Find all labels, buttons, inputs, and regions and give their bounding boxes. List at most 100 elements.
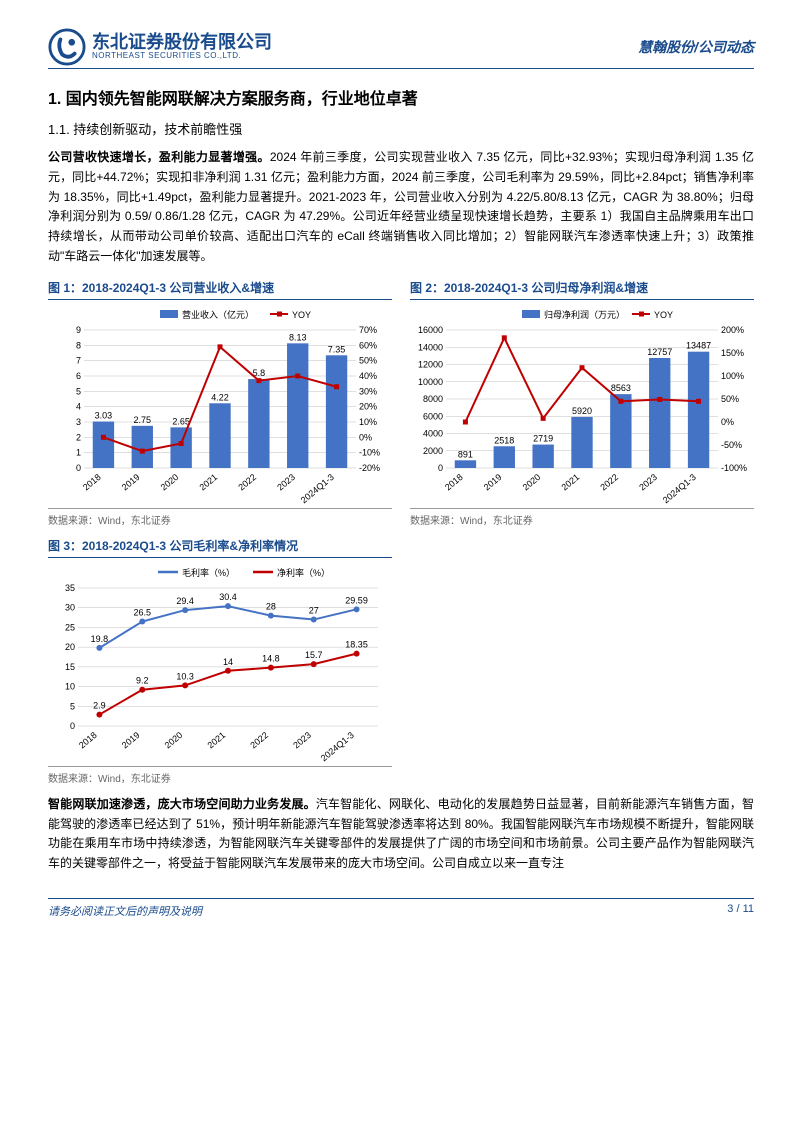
svg-text:2023: 2023: [291, 730, 313, 751]
svg-text:100%: 100%: [721, 371, 744, 381]
svg-text:10000: 10000: [418, 377, 443, 387]
svg-text:-20%: -20%: [359, 463, 380, 473]
svg-text:28: 28: [266, 601, 276, 611]
svg-text:-10%: -10%: [359, 447, 380, 457]
footer-page: 3 / 11: [727, 903, 754, 919]
svg-text:15: 15: [65, 662, 75, 672]
chart1-title: 图 1：2018-2024Q1-3 公司营业收入&增速: [48, 279, 392, 300]
logo-block: 东北证券股份有限公司 NORTHEAST SECURITIES CO.,LTD.: [48, 28, 272, 66]
svg-text:35: 35: [65, 583, 75, 593]
svg-text:29.4: 29.4: [176, 596, 194, 606]
svg-text:7: 7: [76, 355, 81, 365]
svg-text:2: 2: [76, 432, 81, 442]
para2-lead: 智能网联加速渗透，庞大市场空间助力业务发展。: [48, 797, 316, 811]
svg-text:归母净利润（万元）: 归母净利润（万元）: [544, 309, 625, 320]
svg-text:8: 8: [76, 340, 81, 350]
svg-text:4.22: 4.22: [211, 392, 229, 402]
svg-text:14.8: 14.8: [262, 653, 280, 663]
svg-text:2022: 2022: [598, 472, 620, 493]
chart1-source: 数据来源：Wind，东北证券: [48, 508, 392, 527]
chart3-title: 图 3：2018-2024Q1-3 公司毛利率&净利率情况: [48, 537, 392, 558]
svg-text:2018: 2018: [443, 472, 465, 493]
svg-text:10.3: 10.3: [176, 671, 194, 681]
svg-text:150%: 150%: [721, 348, 744, 358]
svg-text:30: 30: [65, 602, 75, 612]
svg-text:6: 6: [76, 371, 81, 381]
svg-text:13487: 13487: [686, 340, 711, 350]
svg-text:2022: 2022: [236, 472, 258, 493]
footer-disclaimer: 请务必阅读正文后的声明及说明: [48, 903, 202, 919]
svg-text:2019: 2019: [482, 472, 504, 493]
svg-text:YOY: YOY: [292, 310, 311, 320]
svg-text:50%: 50%: [721, 394, 739, 404]
chart3-block: 图 3：2018-2024Q1-3 公司毛利率&净利率情况 0 5 10 15 20 25…: [48, 537, 392, 785]
svg-text:2719: 2719: [533, 433, 553, 443]
svg-text:7.35: 7.35: [328, 344, 346, 354]
svg-text:0: 0: [438, 463, 443, 473]
svg-text:5: 5: [76, 386, 81, 396]
svg-text:2.65: 2.65: [172, 416, 190, 426]
svg-text:30%: 30%: [359, 386, 377, 396]
svg-text:14000: 14000: [418, 342, 443, 352]
svg-text:10%: 10%: [359, 417, 377, 427]
svg-text:12757: 12757: [647, 347, 672, 357]
page-container: 东北证券股份有限公司 NORTHEAST SECURITIES CO.,LTD.…: [0, 0, 802, 937]
svg-text:4000: 4000: [423, 428, 443, 438]
company-name-cn: 东北证券股份有限公司: [92, 33, 272, 51]
svg-text:60%: 60%: [359, 340, 377, 350]
svg-text:2020: 2020: [163, 730, 185, 751]
svg-text:2018: 2018: [77, 730, 99, 751]
svg-text:2.75: 2.75: [134, 415, 152, 425]
svg-text:YOY: YOY: [654, 310, 673, 320]
charts-row-2: 图 3：2018-2024Q1-3 公司毛利率&净利率情况 0 5 10 15 20 25…: [48, 537, 754, 785]
svg-text:0%: 0%: [721, 417, 734, 427]
chart1-svg: 0123456789-20%-10%0%10%20%30%40%50%60%70…: [48, 306, 392, 506]
svg-text:0: 0: [70, 721, 75, 731]
chart3-source: 数据来源：Wind，东北证券: [48, 766, 392, 785]
svg-text:9.2: 9.2: [136, 676, 149, 686]
svg-text:10: 10: [65, 681, 75, 691]
svg-text:5: 5: [70, 701, 75, 711]
svg-text:营业收入（亿元）: 营业收入（亿元）: [182, 309, 254, 320]
svg-text:2000: 2000: [423, 446, 443, 456]
svg-text:3: 3: [76, 417, 81, 427]
company-logo-icon: [48, 28, 86, 66]
svg-text:0%: 0%: [359, 432, 372, 442]
chart3-svg: 0510152025303519.826.529.430.4282729.592…: [48, 564, 392, 764]
svg-text:2021: 2021: [198, 472, 220, 493]
svg-text:2019: 2019: [120, 472, 142, 493]
svg-text:20%: 20%: [359, 401, 377, 411]
svg-text:2020: 2020: [521, 472, 543, 493]
chart1-block: 图 1：2018-2024Q1-3 公司营业收入&增速 0123456789-2…: [48, 279, 392, 527]
svg-text:6000: 6000: [423, 411, 443, 421]
svg-text:30.4: 30.4: [219, 592, 237, 602]
chart2-block: 图 2：2018-2024Q1-3 公司归母净利润&增速 02000400060…: [410, 279, 754, 527]
svg-text:12000: 12000: [418, 359, 443, 369]
header-divider: [48, 68, 754, 69]
chart2-svg: 0200040006000800010000120001400016000-10…: [410, 306, 754, 506]
svg-text:9: 9: [76, 325, 81, 335]
svg-text:2518: 2518: [494, 435, 514, 445]
svg-text:20: 20: [65, 642, 75, 652]
svg-text:5920: 5920: [572, 406, 592, 416]
svg-text:16000: 16000: [418, 325, 443, 335]
header: 东北证券股份有限公司 NORTHEAST SECURITIES CO.,LTD.…: [48, 28, 754, 66]
svg-text:4: 4: [76, 401, 81, 411]
svg-text:200%: 200%: [721, 325, 744, 335]
svg-text:2020: 2020: [159, 472, 181, 493]
svg-text:-50%: -50%: [721, 440, 742, 450]
svg-text:2024Q1-3: 2024Q1-3: [299, 472, 336, 505]
svg-text:2023: 2023: [637, 472, 659, 493]
svg-text:8563: 8563: [611, 383, 631, 393]
svg-text:25: 25: [65, 622, 75, 632]
svg-text:2024Q1-3: 2024Q1-3: [661, 472, 698, 505]
svg-text:3.03: 3.03: [95, 410, 113, 420]
chart2-source: 数据来源：Wind，东北证券: [410, 508, 754, 527]
svg-text:毛利率（%）: 毛利率（%）: [182, 567, 235, 578]
svg-text:净利率（%）: 净利率（%）: [277, 567, 330, 578]
heading-2: 1.1. 持续创新驱动，技术前瞻性强: [48, 119, 754, 138]
svg-text:15.7: 15.7: [305, 650, 323, 660]
footer: 请务必阅读正文后的声明及说明 3 / 11: [48, 898, 754, 919]
svg-text:8000: 8000: [423, 394, 443, 404]
svg-text:2018: 2018: [81, 472, 103, 493]
